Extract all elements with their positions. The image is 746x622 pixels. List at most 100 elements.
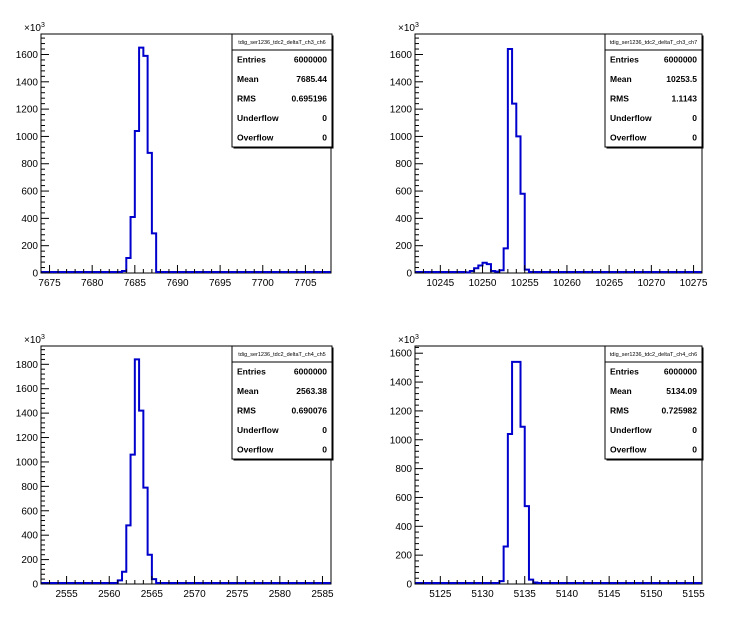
stats-label: Mean: [610, 74, 632, 84]
stats-label: Overflow: [237, 132, 274, 142]
x-tick-label: 2580: [269, 589, 292, 600]
histogram-bin: [533, 583, 537, 584]
x-tick-label: 5150: [640, 589, 663, 600]
exponent-power: 3: [415, 22, 419, 29]
histogram-bin: [495, 272, 499, 273]
histogram-bin: [508, 49, 512, 273]
stats-value: 2563.38: [296, 386, 327, 396]
stats-value: 0.695196: [292, 94, 328, 104]
stats-title: tdig_ser1236_tdc2_deltaT_ch3_ch7: [610, 40, 697, 46]
y-tick-label: 800: [21, 159, 38, 170]
y-tick-label: 1000: [16, 457, 39, 468]
y-tick-label: 1400: [16, 77, 39, 88]
y-tick-label: 400: [395, 214, 412, 225]
histogram-bin: [122, 271, 126, 273]
stats-label: Overflow: [237, 444, 274, 454]
exponent-base: ×10: [398, 335, 415, 346]
y-tick-label: 800: [21, 482, 38, 493]
stats-box: tdig_ser1236_tdc2_deltaT_ch4_ch5 Entries 6…: [231, 345, 334, 461]
y-tick-label: 200: [21, 555, 38, 566]
x-tick-label: 2565: [141, 589, 164, 600]
y-axis-exponent: ×103: [24, 334, 45, 346]
stats-value: 10253.5: [666, 74, 697, 84]
histogram-bin: [126, 525, 130, 584]
histogram-bin: [131, 217, 135, 273]
y-tick-label: 0: [406, 580, 412, 591]
histogram-bin: [135, 131, 139, 273]
x-tick-label: 10275: [680, 278, 708, 289]
histogram-bin: [529, 580, 533, 584]
stats-title: tdig_ser1236_tdc2_deltaT_ch4_ch6: [610, 352, 697, 358]
stats-value: 7685.44: [296, 74, 327, 84]
stats-label: Underflow: [237, 113, 279, 123]
stats-label: Mean: [237, 386, 259, 396]
stats-box: tdig_ser1236_tdc2_deltaT_ch3_ch6 Entries 6…: [231, 33, 334, 149]
y-tick-label: 400: [395, 522, 412, 533]
histogram-bin: [148, 555, 152, 584]
histogram-bin: [152, 233, 156, 273]
histogram-bin: [126, 258, 130, 273]
stats-value: 0: [322, 425, 327, 435]
histogram-panel-1: 7675 7680 7685 7690 7695 7700 7705 0 200 400 600 80…: [16, 22, 334, 289]
x-tick-label: 7705: [294, 278, 317, 289]
histogram-bin: [131, 455, 135, 584]
y-tick-label: 200: [21, 241, 38, 252]
stats-label: Underflow: [610, 425, 652, 435]
y-tick-label: 1000: [390, 132, 413, 143]
histogram-bin: [491, 271, 495, 273]
histogram-bin: [139, 411, 143, 584]
y-tick-label: 1000: [390, 435, 413, 446]
stats-label: Underflow: [237, 425, 279, 435]
exponent-base: ×10: [24, 335, 41, 346]
x-tick-label: 5130: [471, 589, 494, 600]
histogram-panel-3: 2555 2560 2565 2570 2575 2580 2585 0 200 400 600 80…: [16, 334, 334, 600]
y-tick-label: 1200: [390, 105, 413, 116]
histogram-bin: [466, 272, 470, 273]
x-tick-label: 10270: [637, 278, 665, 289]
y-tick-label: 0: [32, 580, 38, 591]
y-tick-label: 600: [21, 506, 38, 517]
y-tick-label: 800: [395, 159, 412, 170]
stats-box-frame: [604, 345, 703, 460]
x-tick-label: 2585: [311, 589, 334, 600]
stats-value: 6000000: [294, 55, 327, 65]
histogram-bin: [483, 263, 487, 273]
x-tick-label: 2570: [183, 589, 206, 600]
x-tick-label: 5125: [429, 589, 452, 600]
stats-value: 5134.09: [666, 386, 697, 396]
histogram-bin: [516, 136, 520, 273]
stats-value: 0: [322, 113, 327, 123]
y-axis-exponent: ×103: [398, 334, 419, 346]
histogram-bin: [512, 362, 516, 584]
y-tick-label: 0: [406, 269, 412, 280]
histogram-bin: [143, 56, 147, 273]
x-tick-label: 7685: [124, 278, 147, 289]
histogram-bin: [478, 265, 482, 273]
histogram-panel-4: 5125 5130 5135 5140 5145 5150 5155 0 200 400 600 80…: [390, 334, 705, 600]
histogram-bin: [508, 434, 512, 584]
stats-label: RMS: [237, 406, 256, 416]
histogram-bin: [521, 194, 525, 273]
stats-label: RMS: [610, 406, 629, 416]
stats-label: Entries: [237, 55, 266, 65]
x-tick-label: 7700: [252, 278, 275, 289]
histogram-bin: [152, 579, 156, 584]
histogram-bin: [474, 268, 478, 273]
histogram-bin: [525, 506, 529, 584]
x-tick-label: 5135: [514, 589, 537, 600]
stats-box-frame: [231, 33, 333, 148]
histogram-bin: [118, 580, 122, 584]
histogram-bin: [487, 264, 491, 273]
y-tick-label: 200: [395, 241, 412, 252]
x-tick-label: 10260: [553, 278, 581, 289]
stats-label: Overflow: [610, 444, 647, 454]
histogram-series: [41, 358, 331, 584]
y-tick-label: 1200: [390, 406, 413, 417]
y-tick-label: 1600: [16, 50, 39, 61]
y-tick-label: 1600: [390, 50, 413, 61]
y-tick-label: 600: [21, 187, 38, 198]
exponent-base: ×10: [24, 23, 41, 34]
stats-value: 0: [692, 132, 697, 142]
x-tick-label: 10250: [469, 278, 497, 289]
